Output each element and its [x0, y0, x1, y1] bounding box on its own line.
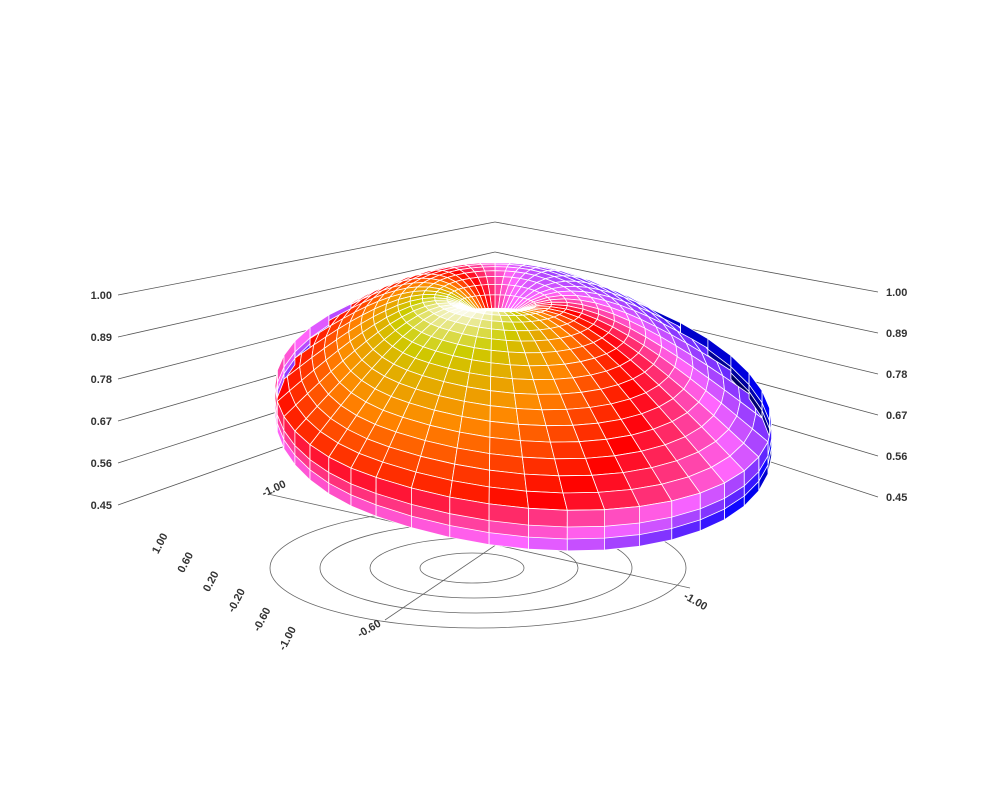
z-grid-left-1	[117, 251, 496, 338]
z-tick-left-label: 0.78	[91, 374, 112, 386]
z-tick-left-label: 1.00	[91, 290, 112, 302]
surface-face	[490, 362, 513, 380]
z-tick-right-label: 0.78	[886, 369, 907, 381]
x-tick-label: -0.20	[226, 587, 248, 615]
z-tick-right-label: 0.67	[886, 410, 907, 422]
x-tick-label: 0.20	[201, 569, 222, 594]
surface-mesh	[274, 261, 772, 552]
polar-label: -1.00	[682, 590, 710, 613]
surface-face	[422, 290, 438, 296]
z-grid-right-0	[494, 221, 879, 293]
x-tick-label: 0.60	[176, 550, 197, 575]
x-tick-label: -0.60	[251, 606, 273, 634]
surface-face	[522, 456, 560, 477]
z-tick-left-label: 0.45	[91, 500, 112, 512]
surface-face	[562, 491, 605, 511]
z-tick-left-label: 0.89	[91, 332, 112, 344]
z-tick-right-label: 0.45	[886, 492, 907, 504]
surface-face	[518, 423, 551, 443]
z-tick-left-label: 0.67	[91, 416, 112, 428]
surface-face	[524, 473, 564, 494]
surface-face	[490, 349, 511, 366]
surface-face	[558, 474, 599, 494]
surface-face	[515, 408, 547, 427]
polar-label-small: -1.00	[260, 478, 288, 499]
surface-face	[566, 509, 605, 528]
surface-face	[526, 490, 568, 511]
surface-face	[528, 507, 568, 528]
z-grid-left-0	[117, 221, 496, 296]
surface-face	[550, 441, 586, 460]
polar-ring	[419, 552, 525, 584]
surface-face	[520, 440, 555, 460]
surface-face	[554, 457, 593, 477]
surface-face	[490, 338, 509, 353]
z-tick-right-label: 1.00	[886, 287, 907, 299]
z-grid-right-1	[494, 251, 879, 334]
polar-label: -0.60	[356, 618, 384, 641]
x-tick-label: 1.00	[150, 531, 171, 556]
z-tick-right-label: 0.56	[886, 451, 907, 463]
surface-face	[604, 506, 640, 527]
x-tick-label: -1.00	[277, 625, 299, 653]
z-tick-right-label: 0.89	[886, 328, 907, 340]
z-tick-left-label: 0.56	[91, 458, 112, 470]
